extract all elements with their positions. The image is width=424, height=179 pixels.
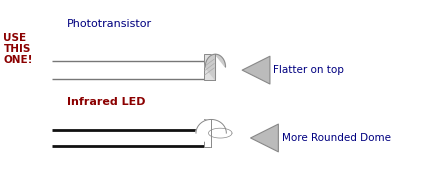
- Bar: [204, 119, 211, 147]
- Polygon shape: [205, 54, 226, 80]
- Text: More Rounded Dome: More Rounded Dome: [282, 133, 391, 143]
- Text: USE
THIS
ONE!: USE THIS ONE!: [3, 33, 33, 65]
- Text: Infrared LED: Infrared LED: [67, 96, 145, 107]
- Text: Flatter on top: Flatter on top: [273, 65, 344, 75]
- Polygon shape: [196, 119, 226, 147]
- Text: Phototransistor: Phototransistor: [67, 19, 152, 29]
- Bar: [204, 54, 215, 80]
